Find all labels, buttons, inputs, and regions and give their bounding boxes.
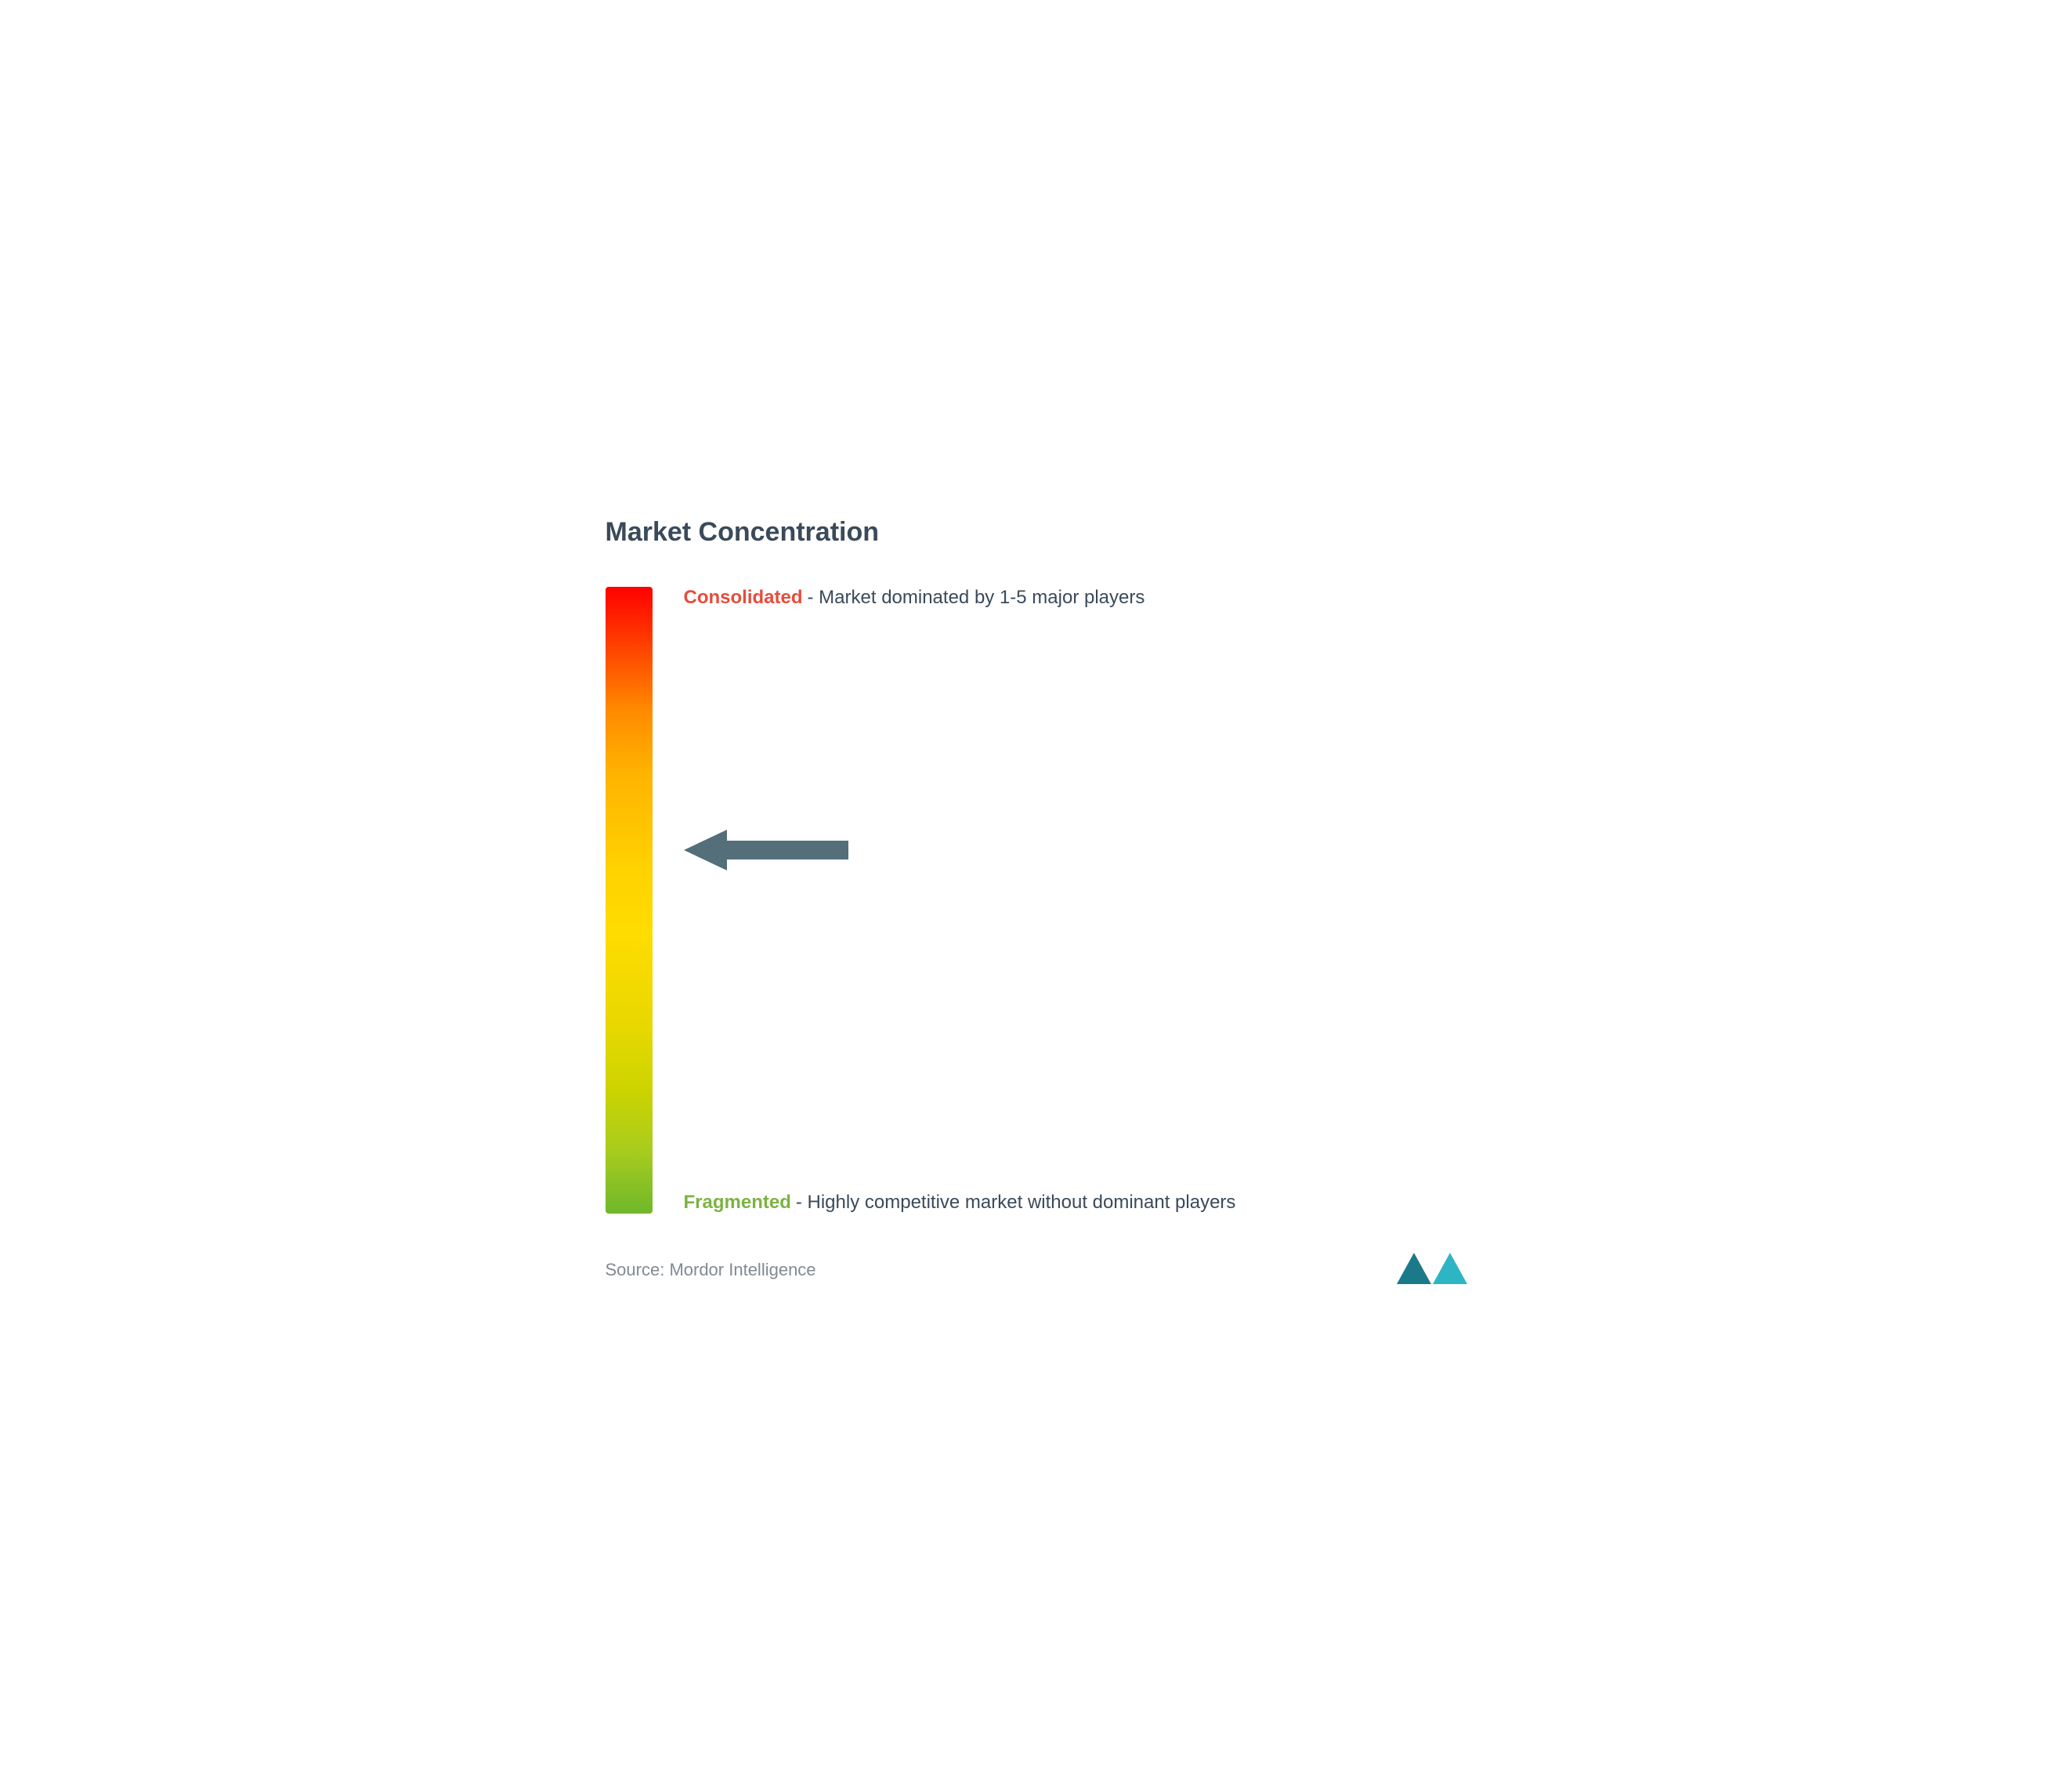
chart-container: Market Concentration Consolidated - Mark…	[559, 478, 1514, 1296]
chart-title: Market Concentration	[606, 517, 1467, 548]
brand-logo	[1397, 1253, 1467, 1284]
source-attribution: Source: Mordor Intelligence	[606, 1260, 816, 1280]
gradient-scale-bar	[606, 587, 653, 1214]
desc-consolidated: - Market dominated by 1-5 major players	[808, 581, 1145, 614]
source-label: Source:	[606, 1260, 670, 1279]
source-value: Mordor Intelligence	[669, 1260, 815, 1279]
chart-content: Consolidated - Market dominated by 1-5 m…	[606, 587, 1467, 1214]
label-consolidated: Consolidated - Market dominated by 1-5 m…	[684, 581, 1145, 614]
term-fragmented: Fragmented	[684, 1185, 791, 1219]
logo-triangle-1	[1397, 1253, 1431, 1284]
arrow-left-icon	[684, 827, 848, 874]
label-fragmented: Fragmented - Highly competitive market w…	[684, 1185, 1236, 1219]
term-consolidated: Consolidated	[684, 581, 803, 614]
desc-fragmented: - Highly competitive market without domi…	[796, 1185, 1236, 1219]
logo-triangle-2	[1433, 1253, 1467, 1284]
labels-column: Consolidated - Market dominated by 1-5 m…	[684, 587, 1467, 1214]
position-arrow	[684, 827, 848, 874]
